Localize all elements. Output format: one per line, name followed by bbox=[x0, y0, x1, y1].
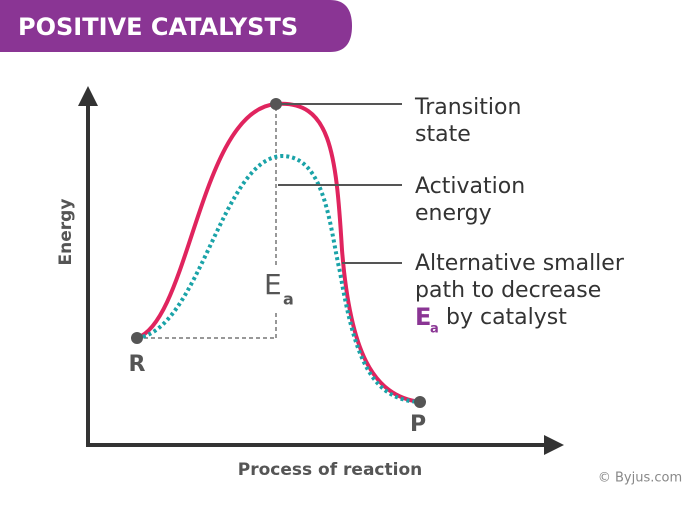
ea-subscript: a bbox=[283, 290, 294, 309]
annotation-line: path to decrease bbox=[415, 278, 601, 303]
ea-subscript: a bbox=[430, 322, 439, 337]
point bbox=[270, 98, 282, 110]
x-arrow bbox=[544, 435, 564, 455]
point bbox=[131, 332, 143, 344]
ea-symbol: E bbox=[264, 268, 282, 301]
product-label: P bbox=[410, 412, 426, 437]
annotation-line: Alternative smaller bbox=[415, 251, 625, 276]
reactant-label: R bbox=[129, 352, 146, 377]
annotation-line: Transition bbox=[414, 95, 521, 120]
x-axis-label: Process of reaction bbox=[238, 460, 422, 480]
y-axis-label: Energy bbox=[56, 199, 76, 266]
uncatalysed-path bbox=[136, 101, 421, 404]
catalysed-path bbox=[136, 153, 421, 404]
annotation-line: by catalyst bbox=[446, 305, 567, 330]
credit: © Byjus.com bbox=[598, 471, 682, 486]
annotation-line: energy bbox=[415, 201, 492, 226]
header-banner bbox=[0, 0, 352, 52]
header-title: POSITIVE CATALYSTS bbox=[18, 13, 298, 41]
annotation-line: state bbox=[415, 122, 471, 147]
point bbox=[414, 396, 426, 408]
annotation-line: Activation bbox=[415, 174, 525, 199]
y-arrow bbox=[78, 86, 98, 106]
ea-symbol: E bbox=[415, 303, 431, 331]
